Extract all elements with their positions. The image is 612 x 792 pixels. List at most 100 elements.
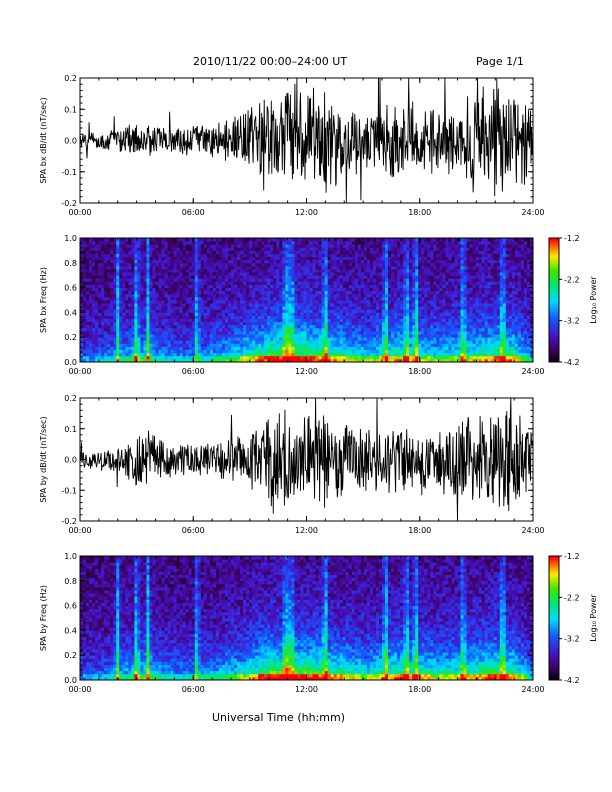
spectrogram-cell [188,293,193,298]
spectrogram-cell [282,321,286,326]
spectrogram-cell [89,275,93,279]
spectrogram-cell [131,312,135,316]
spectrogram-cell [378,346,383,350]
spectrogram-cell [197,349,202,354]
spectrogram-cell [176,358,181,363]
spectrogram-cell [119,284,123,288]
spectrogram-cell [116,272,120,276]
spectrogram-cell [285,352,289,357]
spectrogram-cell [255,355,259,360]
spectrogram-cell [394,262,398,267]
spectrogram-cell [173,355,178,360]
spectrogram-cell [161,293,165,298]
spectrogram-cell [246,256,250,261]
spectrogram-cell [403,241,407,245]
spectrogram-cell [351,272,356,276]
spectrogram-cell [336,269,341,273]
spectrogram-cell [200,244,205,248]
spectrogram-cell [134,321,138,326]
spectrogram-cell [113,284,117,288]
spectrogram-cell [98,244,102,248]
y-tick-label: 0.1 [64,105,77,114]
spectrogram-cell [149,324,153,329]
spectrogram-cell [288,327,292,332]
spectrogram-cell [363,352,368,357]
spectrogram-cell [363,238,368,242]
spectrogram-cell [382,346,386,350]
spectrogram-cell [285,296,289,301]
spectrogram-cell [209,315,214,319]
spectrogram-cell [188,306,193,310]
spectrogram-cell [409,337,413,341]
spectrogram-cell [167,309,171,313]
spectrogram-cell [188,331,193,335]
spectrogram-cell [116,284,120,288]
spectrogram-cell [188,278,193,282]
spectrogram-cell [300,287,304,292]
spectrogram-cell [113,241,117,245]
spectrogram-cell [424,337,428,341]
spectrogram-cell [176,352,181,357]
spectrogram-cell [375,306,380,310]
spectrogram-cell [182,293,187,298]
spectrogram-cell [206,250,211,254]
spectrogram-cell [164,265,168,270]
spectrogram-cell [125,340,129,344]
spectrogram-cell [240,331,244,335]
spectrogram-cell [194,327,199,332]
spectrogram-cell [182,250,187,254]
spectrogram-cell [282,358,286,363]
spectrogram-cells [80,238,534,363]
spectrogram-cell [164,269,168,273]
spectrogram-cell [227,324,232,329]
spectrogram-cell [164,293,168,298]
spectrogram-cell [418,287,422,292]
spectrogram-cell [418,331,422,335]
spectrogram-cell [430,324,434,329]
spectrogram-cell [167,337,171,341]
spectrogram-cell [240,259,244,264]
spectrogram-cell [330,358,335,363]
spectrogram-cell [167,259,171,264]
spectrogram-cell [203,287,208,292]
spectrogram-cell [369,324,374,329]
spectrogram-cell [421,241,425,245]
spectrogram-cell [412,306,416,310]
spectrogram-cell [267,324,271,329]
spectrogram-cell [231,284,235,288]
spectrogram-cell [258,296,262,301]
spectrogram-cell [188,346,193,350]
spectrogram-cell [179,321,184,326]
spectrogram-cell [152,253,156,257]
spectrogram-cell [134,265,138,270]
spectrogram-cell [173,337,178,341]
spectrogram-cell [158,296,162,301]
spectrogram-cell [288,269,292,273]
spectrogram-cell [412,327,416,332]
spectrogram-cell [167,340,171,344]
spectrogram-cell [300,321,304,326]
spectrogram-cell [388,343,392,347]
spectrogram-cell [285,343,289,347]
spectrogram-cell [418,284,422,288]
spectrogram-cell [107,312,111,316]
spectrogram-cell [255,256,259,261]
spectrogram-cell [351,296,356,301]
spectrogram-cell [294,284,298,288]
spectrogram-cell [309,352,313,357]
spectrogram-cell [264,306,268,310]
spectrogram-cell [409,262,413,267]
spectrogram-cell [279,256,283,261]
spectrogram-cell [237,309,241,313]
spectrogram-cell [360,309,365,313]
spectrogram-cell [194,343,199,347]
spectrogram-cell [348,262,353,267]
spectrogram-cell [378,287,383,292]
spectrogram-cell [152,346,156,350]
spectrogram-cell [327,241,332,245]
spectrogram-cell [445,281,449,285]
spectrogram-cell [170,355,175,360]
spectrogram-cell [119,238,123,242]
spectrogram-cell [80,296,84,301]
spectrogram-cell [221,303,226,307]
